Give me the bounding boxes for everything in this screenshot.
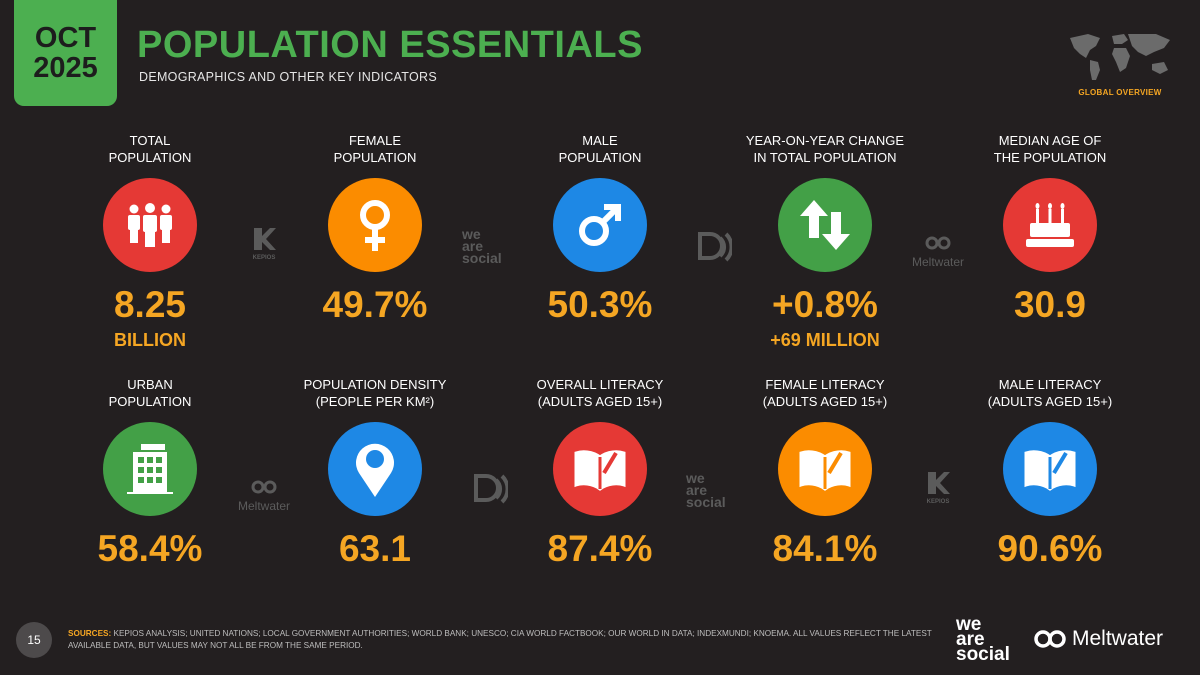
stat-value: +0.8%	[772, 284, 878, 325]
stat-value: 58.4%	[97, 528, 203, 569]
book-icon	[778, 422, 872, 516]
date-badge: OCT 2025	[14, 0, 117, 106]
people-icon	[103, 178, 197, 272]
stat-subvalue: +69 MILLION	[770, 330, 880, 350]
stat-label: MALE POPULATION	[558, 133, 642, 165]
stat-label: MEDIAN AGE OF THE POPULATION	[993, 133, 1107, 165]
book-icon	[1003, 422, 1097, 516]
stat-subvalue: BILLION	[114, 330, 186, 350]
meltwater-symbol-watermark	[696, 230, 734, 267]
we-are-social-logo: we are social	[956, 614, 1010, 665]
page-subtitle: DEMOGRAPHICS AND OTHER KEY INDICATORS	[139, 70, 437, 84]
stat-label: MALE LITERACY (ADULTS AGED 15+)	[987, 377, 1113, 409]
stat-label: YEAR-ON-YEAR CHANGE IN TOTAL POPULATION	[745, 133, 905, 165]
section-label: GLOBAL OVERVIEW	[1078, 88, 1162, 97]
stat-label: OVERALL LITERACY (ADULTS AGED 15+)	[536, 377, 664, 409]
stat-population-density: POPULATION DENSITY (PEOPLE PER KM²) 63.1	[275, 376, 475, 570]
sources-text: SOURCES: KEPIOS ANALYSIS; UNITED NATIONS…	[68, 629, 932, 650]
meltwater-symbol-watermark	[472, 472, 510, 509]
stat-female-population: FEMALE POPULATION 49.7%	[275, 132, 475, 326]
stat-yoy-change: YEAR-ON-YEAR CHANGE IN TOTAL POPULATION +…	[725, 132, 925, 351]
date-year: 2025	[33, 52, 98, 84]
stat-value: 87.4%	[547, 528, 653, 569]
stat-label: TOTAL POPULATION	[108, 133, 192, 165]
page-number: 15	[16, 622, 52, 658]
stat-urban-population: URBAN POPULATION 58.4%	[50, 376, 250, 570]
meltwater-watermark: Meltwater	[906, 236, 970, 269]
meltwater-watermark: Meltwater	[232, 480, 296, 513]
stat-value: 8.25	[113, 284, 186, 325]
stat-label: FEMALE LITERACY (ADULTS AGED 15+)	[762, 377, 888, 409]
book-icon	[553, 422, 647, 516]
male-icon	[553, 178, 647, 272]
we-are-social-watermark: we are social	[686, 470, 726, 510]
stat-label: POPULATION DENSITY (PEOPLE PER KM²)	[303, 377, 447, 409]
map-pin-icon	[328, 422, 422, 516]
stat-value: 63.1	[338, 528, 411, 569]
stat-male-literacy: MALE LITERACY (ADULTS AGED 15+) 90.6%	[950, 376, 1150, 570]
birthday-cake-icon	[1003, 178, 1097, 272]
kepios-watermark: KEPIOS	[248, 228, 280, 261]
stat-value: 50.3%	[547, 284, 653, 325]
stat-value: 30.9	[1013, 284, 1086, 325]
date-month: OCT	[34, 22, 97, 54]
kepios-watermark: KEPIOS	[922, 472, 954, 505]
stat-median-age: MEDIAN AGE OF THE POPULATION 30.9	[950, 132, 1150, 326]
meltwater-logo-icon	[1034, 630, 1066, 648]
page-title: POPULATION ESSENTIALS	[137, 24, 643, 66]
stat-label: URBAN POPULATION	[108, 377, 192, 409]
stat-value: 90.6%	[997, 528, 1103, 569]
stat-overall-literacy: OVERALL LITERACY (ADULTS AGED 15+) 87.4%	[500, 376, 700, 570]
stat-value: 84.1%	[772, 528, 878, 569]
stat-value: 49.7%	[322, 284, 428, 325]
stat-label: FEMALE POPULATION	[333, 133, 417, 165]
stat-male-population: MALE POPULATION 50.3%	[500, 132, 700, 326]
building-icon	[103, 422, 197, 516]
meltwater-logo: Meltwater	[1032, 627, 1163, 651]
up-down-arrows-icon	[778, 178, 872, 272]
world-map-icon	[1070, 34, 1170, 80]
we-are-social-watermark: we are social	[462, 226, 502, 266]
female-icon	[328, 178, 422, 272]
stat-female-literacy: FEMALE LITERACY (ADULTS AGED 15+) 84.1%	[725, 376, 925, 570]
stat-total-population: TOTAL POPULATION 8.25 BILLION	[50, 132, 250, 351]
